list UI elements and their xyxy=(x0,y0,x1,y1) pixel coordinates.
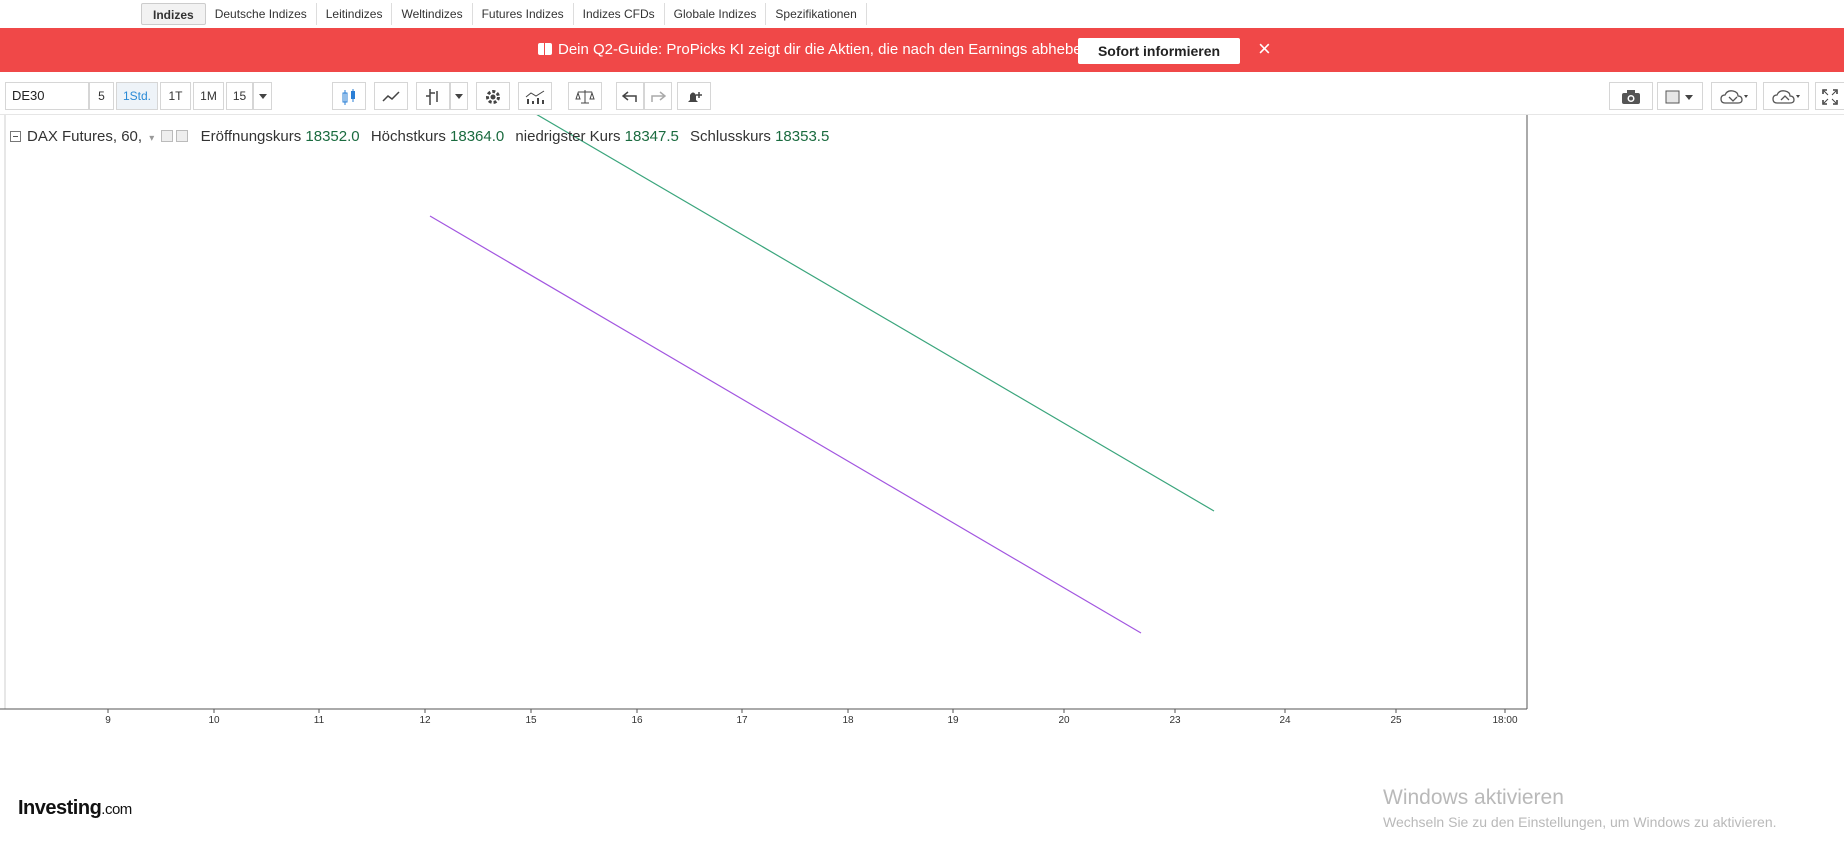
interval-15[interactable]: 15 xyxy=(226,82,253,110)
visibility-icon[interactable] xyxy=(161,130,174,142)
legend-open-label: Eröffnungskurs xyxy=(200,128,302,145)
nav-tabs: Indizes Deutsche Indizes Leitindizes Weltin… xyxy=(141,3,867,25)
camera-icon[interactable] xyxy=(1609,82,1653,110)
chart-legend: DAX Futures, 60, ▾ Eröffnungskurs 18352.… xyxy=(10,128,829,145)
legend-settings-icon[interactable] xyxy=(176,130,189,142)
settings-gear-icon[interactable] xyxy=(476,82,510,110)
top-navigation: Indizes Deutsche Indizes Leitindizes Weltin… xyxy=(0,0,1844,29)
legend-close-value: 18353.5 xyxy=(775,128,830,145)
cloud-upload-icon[interactable] xyxy=(1763,82,1809,110)
close-icon[interactable]: × xyxy=(1258,36,1271,61)
legend-close-label: Schlusskurs xyxy=(690,128,771,145)
x-tick-label: 24 xyxy=(1279,715,1291,726)
collapse-icon[interactable] xyxy=(10,131,21,142)
watermark-subtitle: Wechseln Sie zu den Einstellungen, um Wi… xyxy=(1383,814,1777,830)
x-tick-label: 9 xyxy=(105,715,111,726)
nav-tab-leitindizes[interactable]: Leitindizes xyxy=(317,3,393,25)
legend-open-value: 18352.0 xyxy=(305,128,360,145)
legend-low-label: niedrigster Kurs xyxy=(515,128,621,145)
promo-message: Dein Q2-Guide: ProPicks KI zeigt dir die… xyxy=(558,41,1095,58)
x-tick-label: 23 xyxy=(1169,715,1181,726)
x-tick-label: 18:00 xyxy=(1492,715,1517,726)
investing-logo: Investing.com xyxy=(18,797,132,820)
logo-main-text: Investing xyxy=(18,797,102,819)
fullscreen-icon[interactable] xyxy=(1815,82,1844,110)
interval-1m[interactable]: 1M xyxy=(193,82,224,110)
interval-1t[interactable]: 1T xyxy=(160,82,191,110)
line-chart-icon[interactable] xyxy=(374,82,408,110)
chart-toolbar: DE30 5 1Std. 1T 1M 15 xyxy=(0,80,1844,115)
undo-icon[interactable] xyxy=(616,82,644,110)
promo-cta-button[interactable]: Sofort informieren xyxy=(1078,38,1240,64)
x-tick-label: 17 xyxy=(736,715,748,726)
x-tick-label: 10 xyxy=(208,715,220,726)
legend-symbol-name: DAX Futures, 60, xyxy=(27,128,143,145)
book-icon xyxy=(538,43,552,55)
redo-icon[interactable] xyxy=(644,82,672,110)
nav-tab-futures-indizes[interactable]: Futures Indizes xyxy=(473,3,574,25)
watermark-title: Windows aktivieren xyxy=(1383,786,1564,809)
interval-1std[interactable]: 1Std. xyxy=(116,82,158,110)
upper-trendline xyxy=(536,115,1215,512)
x-tick-label: 20 xyxy=(1058,715,1070,726)
x-tick-label: 19 xyxy=(947,715,959,726)
nav-tab-deutsche-indizes[interactable]: Deutsche Indizes xyxy=(206,3,317,25)
candlestick-icon[interactable] xyxy=(332,82,366,110)
template-icon[interactable] xyxy=(1657,82,1703,110)
compare-scale-icon[interactable] xyxy=(568,82,602,110)
alert-icon[interactable] xyxy=(677,82,711,110)
legend-high-value: 18364.0 xyxy=(450,128,505,145)
nav-tab-indizes-cfds[interactable]: Indizes CFDs xyxy=(574,3,665,25)
price-chart[interactable]: 18880.018840.018800.018760.018720.018680… xyxy=(0,115,1844,851)
nav-tab-indizes[interactable]: Indizes xyxy=(141,3,206,25)
legend-high-label: Höchstkurs xyxy=(370,128,446,145)
nav-tab-weltindizes[interactable]: Weltindizes xyxy=(392,3,473,25)
interval-5[interactable]: 5 xyxy=(89,82,114,110)
indicators-icon[interactable] xyxy=(518,82,552,110)
x-tick-label: 25 xyxy=(1390,715,1402,726)
logo-suffix-text: .com xyxy=(101,801,132,818)
bar-style-icon[interactable] xyxy=(416,82,450,110)
x-tick-label: 11 xyxy=(314,715,325,726)
x-tick-label: 16 xyxy=(631,715,643,726)
x-tick-label: 12 xyxy=(419,715,431,726)
windows-activation-watermark: Windows aktivieren Wechseln Sie zu den E… xyxy=(1383,786,1777,830)
chart-background xyxy=(0,115,1844,851)
symbol-input[interactable]: DE30 xyxy=(5,82,89,110)
dropdown-arrow-icon[interactable] xyxy=(450,82,468,110)
x-tick-label: 18 xyxy=(842,715,854,726)
x-tick-label: 15 xyxy=(525,715,537,726)
legend-dropdown-icon[interactable]: ▾ xyxy=(149,133,155,144)
legend-low-value: 18347.5 xyxy=(624,128,679,145)
cloud-download-icon[interactable] xyxy=(1711,82,1757,110)
promo-banner: Dein Q2-Guide: ProPicks KI zeigt dir die… xyxy=(0,28,1844,72)
interval-dropdown-icon[interactable] xyxy=(253,82,272,110)
nav-tab-globale-indizes[interactable]: Globale Indizes xyxy=(665,3,767,25)
lower-trendline xyxy=(429,215,1142,634)
nav-tab-spezifikationen[interactable]: Spezifikationen xyxy=(766,3,867,25)
